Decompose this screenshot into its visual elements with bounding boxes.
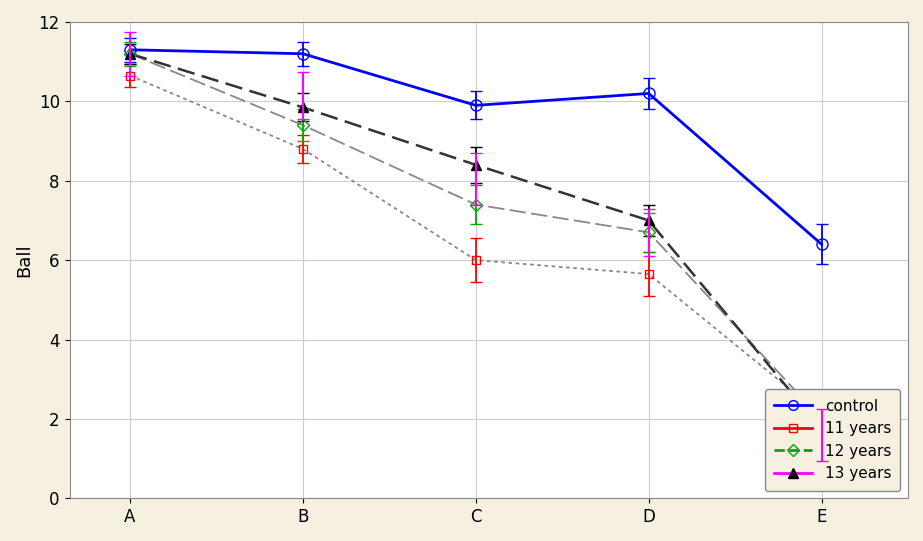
Y-axis label: Ball: Ball xyxy=(15,243,33,277)
Legend: control, 11 years, 12 years, 13 years: control, 11 years, 12 years, 13 years xyxy=(765,390,900,491)
